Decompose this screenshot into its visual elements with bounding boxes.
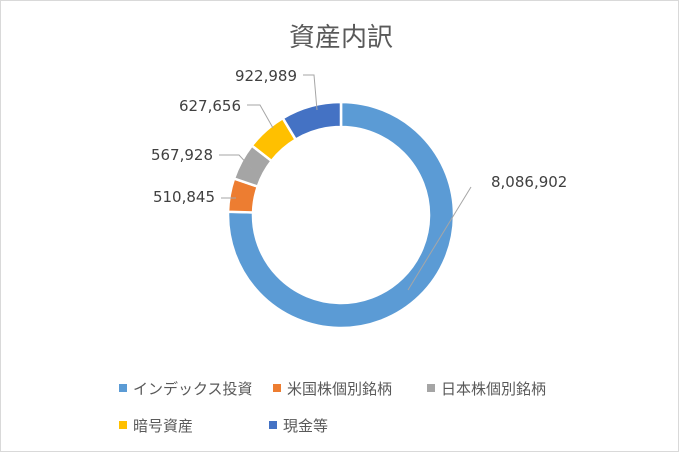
- legend-entry-crypto: 暗号資産: [119, 415, 193, 436]
- leader-line-cash: [303, 74, 318, 111]
- legend-label: 日本株個別銘柄: [441, 380, 547, 398]
- legend-label: 米国株個別銘柄: [287, 380, 393, 398]
- data-label-cash: 922,989: [235, 67, 297, 85]
- data-label-jp-stocks: 567,928: [151, 146, 213, 164]
- legend-entry-cash: 現金等: [269, 415, 328, 436]
- legend-swatch: [119, 421, 127, 429]
- legend-swatch: [269, 421, 277, 429]
- chart-title: 資産内訳: [289, 23, 393, 53]
- slice-cash: [281, 100, 343, 142]
- data-label-crypto: 627,656: [179, 97, 241, 115]
- slice-index: [226, 100, 456, 330]
- legend-entry-us-stocks: 米国株個別銘柄: [273, 378, 392, 399]
- data-label-us-stocks: 510,845: [153, 188, 215, 206]
- legend-swatch: [273, 384, 281, 392]
- legend-label: インデックス投資: [133, 380, 253, 398]
- leader-line-crypto: [247, 104, 274, 129]
- legend-label: 現金等: [283, 417, 329, 435]
- legend-entry-jp-stocks: 日本株個別銘柄: [427, 378, 546, 399]
- data-label-index: 8,086,902: [491, 173, 567, 191]
- leader-line-jp-stocks: [219, 154, 253, 170]
- legend-label: 暗号資産: [133, 417, 194, 435]
- leader-line-index: [407, 186, 472, 291]
- legend-swatch: [119, 384, 127, 392]
- legend-swatch: [427, 384, 435, 392]
- legend-entry-index: インデックス投資: [119, 378, 253, 399]
